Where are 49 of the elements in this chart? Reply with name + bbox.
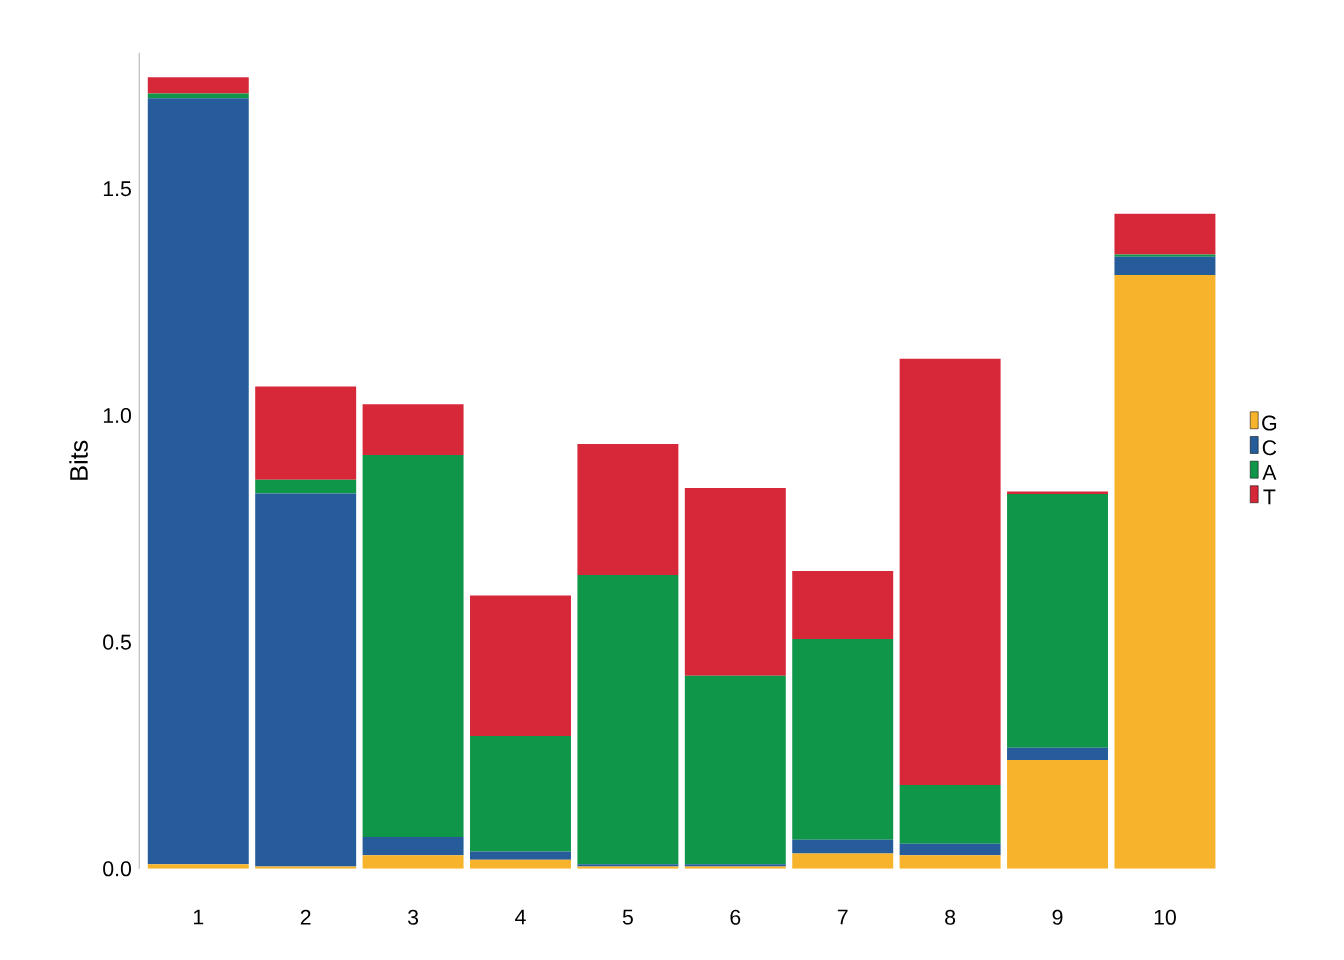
bar: [470, 595, 571, 736]
bar: [362, 855, 464, 869]
bar: [255, 493, 357, 867]
legend-label: C: [1262, 440, 1277, 456]
legend-label: A: [1262, 465, 1277, 480]
bar: [470, 851, 571, 860]
bar: [577, 444, 679, 576]
x-tick-label: 2: [300, 909, 311, 925]
bar: [684, 487, 786, 676]
legend-label: G: [1262, 415, 1277, 431]
x-tick-label: 4: [515, 909, 526, 925]
bar: [1114, 256, 1216, 275]
x-tick-label: 1: [193, 909, 204, 925]
bar: [1114, 274, 1216, 869]
bar: [684, 675, 786, 865]
x-tick-label: 6: [730, 909, 741, 925]
x-tick-label: 5: [622, 909, 633, 925]
legend-label: T: [1263, 489, 1276, 505]
bar: [362, 404, 464, 455]
bar: [899, 843, 1001, 856]
bar: [899, 784, 1001, 844]
bar: [1007, 760, 1109, 869]
x-tick-label: 7: [837, 909, 848, 925]
bar: [470, 735, 571, 852]
bar: [1007, 747, 1109, 760]
y-tick-label: 1.5: [103, 181, 131, 197]
bar: [899, 358, 1001, 785]
bar: [255, 479, 357, 494]
bar: [362, 837, 464, 856]
bar: [577, 575, 679, 865]
y-axis-title: Bits: [69, 440, 88, 480]
x-tick-label: 10: [1154, 909, 1176, 925]
bar: [1007, 493, 1109, 748]
x-tick-label: 9: [1052, 909, 1063, 925]
bar: [255, 386, 357, 480]
bar: [792, 638, 894, 840]
bar: [147, 98, 249, 865]
bar: [899, 855, 1001, 869]
bar: [792, 570, 894, 639]
bar: [792, 853, 894, 869]
bar: [362, 454, 464, 838]
x-tick-label: 8: [945, 909, 956, 925]
x-tick-label: 3: [407, 909, 419, 925]
y-tick-label: 0.0: [103, 861, 132, 877]
y-tick-label: 1.0: [103, 407, 132, 423]
bar: [792, 839, 894, 854]
bar: [1114, 213, 1216, 255]
y-tick-label: 0.5: [103, 634, 131, 650]
bar: [147, 77, 249, 94]
